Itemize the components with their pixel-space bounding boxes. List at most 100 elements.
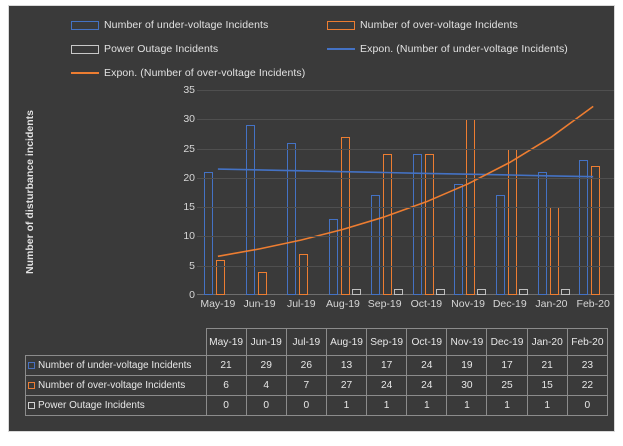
bar-under[interactable] — [579, 160, 589, 295]
series-marker-icon — [28, 382, 35, 389]
table-column-header: Feb-20 — [566, 328, 609, 356]
table-column-header: Jan-20 — [526, 328, 568, 356]
legend-item-expon-under-voltage[interactable]: Expon. (Number of under-voltage Incident… — [327, 40, 568, 58]
legend-item-expon-over-voltage[interactable]: Expon. (Number of over-voltage Incidents… — [71, 64, 305, 82]
bar-group — [197, 90, 239, 295]
table-cell: 24 — [366, 375, 408, 396]
y-tick-label: 30 — [183, 113, 195, 126]
bar-group — [572, 90, 614, 295]
x-tick-label: May-19 — [200, 298, 236, 310]
x-axis-line — [197, 294, 614, 295]
x-tick-label: Aug-19 — [326, 298, 360, 310]
x-tick-label: Jul-19 — [286, 298, 316, 310]
bar-under[interactable] — [329, 218, 339, 295]
table-cell: 13 — [325, 355, 368, 376]
table-column-header: Jun-19 — [245, 328, 287, 356]
legend-label: Power Outage Incidents — [104, 43, 219, 55]
y-tick-label: 25 — [183, 142, 195, 155]
y-tick-label: 35 — [183, 84, 195, 96]
y-tick-label: 15 — [183, 201, 195, 214]
gridline — [197, 90, 614, 91]
table-header-row: May-19 Jun-19 Jul-19 Aug-19 Sep-19 Oct-19 Nov-… — [26, 328, 609, 356]
bar-group — [489, 90, 531, 295]
table-cell: 7 — [285, 375, 327, 396]
bar-over[interactable] — [382, 154, 392, 295]
plot-area — [197, 90, 614, 295]
legend-item-under-voltage[interactable]: Number of under-voltage Incidents — [71, 16, 268, 34]
table-corner-cell — [26, 329, 207, 356]
series-marker-icon — [28, 362, 35, 369]
legend-swatch-box-icon — [327, 20, 355, 30]
table-row-label: Power Outage Incidents — [25, 395, 207, 416]
chart-card: Number of under-voltage Incidents Number… — [8, 5, 615, 432]
legend-label: Expon. (Number of under-voltage Incident… — [360, 43, 568, 55]
table-row-label: Number of under-voltage Incidents — [25, 355, 207, 376]
legend-label: Number of under-voltage Incidents — [104, 19, 269, 31]
table-cell: 21 — [526, 355, 568, 376]
table-cell: 26 — [285, 355, 327, 376]
bar-over[interactable] — [424, 154, 434, 295]
table-cell: 0 — [245, 395, 287, 416]
table-cell: 22 — [566, 375, 609, 396]
bar-group — [322, 90, 364, 295]
table-cell: 1 — [406, 395, 448, 416]
table-cell: 1 — [325, 395, 368, 416]
table-row: Power Outage Incidents 0 0 0 1 1 1 1 1 1 0 — [25, 395, 609, 416]
y-axis-title: Number of disturbance incidents — [24, 110, 36, 274]
bar-outage[interactable] — [393, 289, 403, 295]
bar-group — [531, 90, 573, 295]
bar-over[interactable] — [216, 259, 225, 295]
bar-group — [280, 90, 322, 295]
bar-outage[interactable] — [477, 289, 487, 295]
x-tick-label: Oct-19 — [410, 298, 443, 310]
bar-under[interactable] — [412, 154, 422, 295]
y-tick-label: 10 — [183, 230, 195, 243]
legend-item-power-outage[interactable]: Power Outage Incidents — [71, 40, 218, 58]
y-axis-tick-labels: 0 5 10 15 20 25 30 35 — [159, 84, 195, 301]
bar-groups — [197, 90, 614, 295]
bar-outage[interactable] — [435, 289, 445, 295]
legend-swatch-line-icon — [71, 72, 99, 74]
bar-over[interactable] — [341, 136, 351, 295]
table-cell: 4 — [245, 375, 287, 396]
gridline — [197, 207, 614, 209]
y-tick-label: 0 — [189, 289, 195, 301]
bar-under[interactable] — [370, 195, 380, 295]
legend-item-over-voltage[interactable]: Number of over-voltage Incidents — [327, 16, 518, 34]
bar-over[interactable] — [299, 254, 309, 295]
bar-over[interactable] — [591, 166, 601, 295]
table-column-header: May-19 — [205, 328, 247, 356]
gridline — [197, 236, 614, 238]
x-axis-tick-labels: May-19 Jun-19 Jul-19 Aug-19 Sep-19 Oct-19 Nov-… — [197, 298, 614, 310]
bar-over[interactable] — [549, 207, 559, 295]
x-tick-label: Jan-20 — [535, 298, 568, 310]
table-cell: 1 — [486, 395, 528, 416]
bar-outage[interactable] — [560, 289, 570, 295]
table-row: Number of over-voltage Incidents 6 4 7 27 24 2… — [25, 375, 609, 396]
table-cell: 1 — [526, 395, 568, 416]
bar-under[interactable] — [454, 183, 464, 295]
table-cell: 0 — [285, 395, 327, 416]
bar-outage[interactable] — [518, 289, 528, 295]
legend-label: Expon. (Number of over-voltage Incidents… — [104, 67, 306, 79]
bar-under[interactable] — [245, 125, 255, 295]
bar-group — [447, 90, 489, 295]
table-cell: 24 — [406, 375, 448, 396]
bar-under[interactable] — [204, 172, 213, 295]
legend-swatch-box-icon — [71, 20, 99, 30]
table-cell: 24 — [406, 355, 448, 376]
table-cell: 1 — [446, 395, 488, 416]
bar-over[interactable] — [257, 271, 267, 295]
bar-under[interactable] — [537, 172, 547, 295]
bar-over[interactable] — [507, 148, 517, 295]
x-tick-label: Jun-19 — [243, 298, 276, 310]
series-marker-icon — [28, 402, 35, 409]
bar-under[interactable] — [287, 142, 297, 295]
bar-outage[interactable] — [352, 289, 362, 295]
y-tick-label: 5 — [189, 259, 195, 272]
bar-under[interactable] — [495, 195, 505, 295]
table-cell: 17 — [486, 355, 528, 376]
table-cell: 27 — [325, 375, 368, 396]
bar-group — [364, 90, 406, 295]
table-cell: 15 — [526, 375, 568, 396]
